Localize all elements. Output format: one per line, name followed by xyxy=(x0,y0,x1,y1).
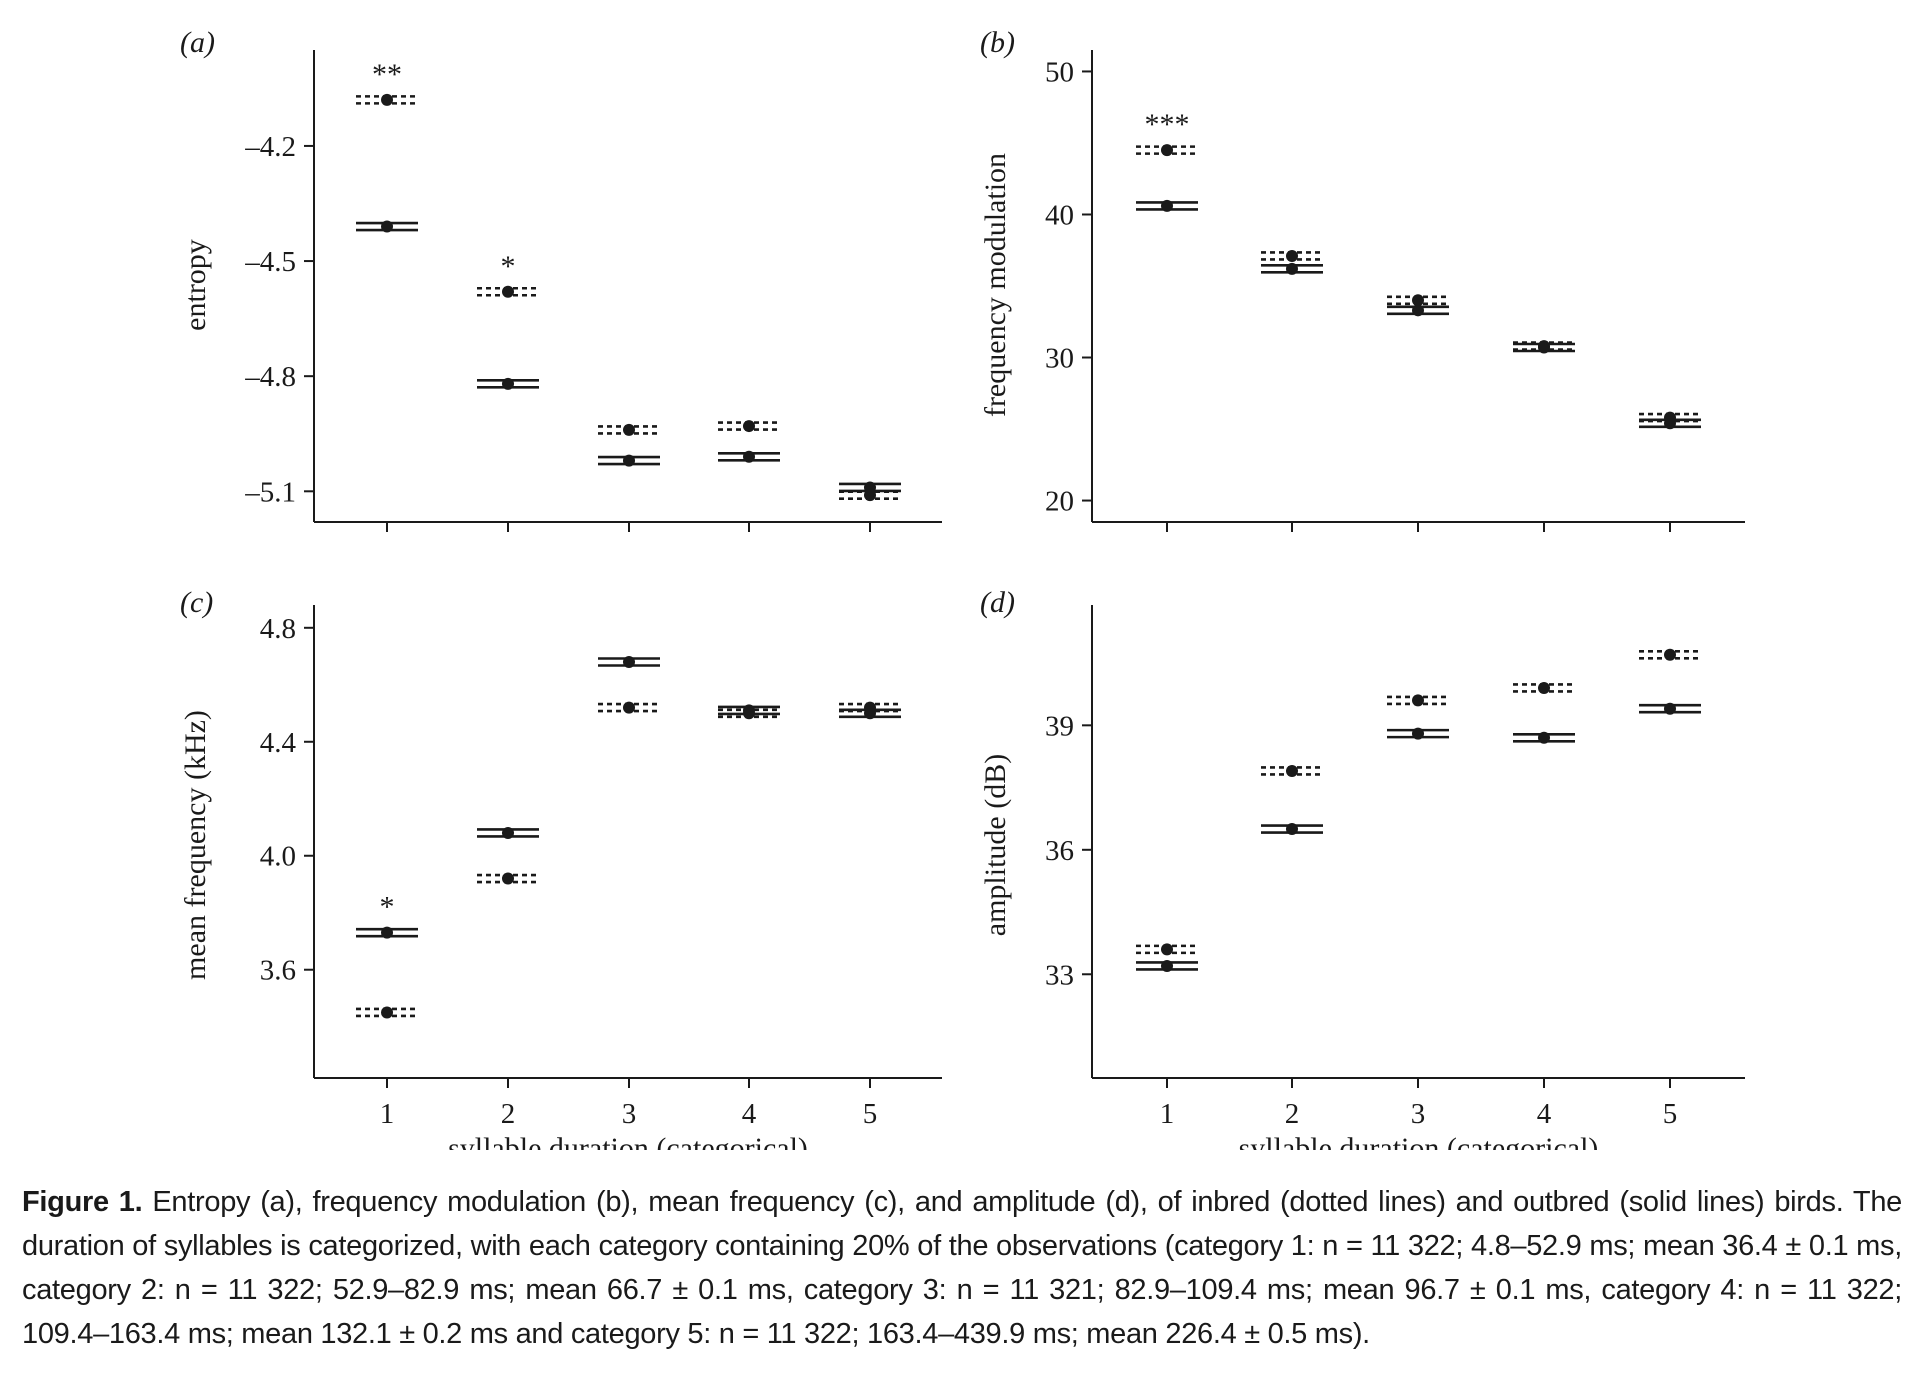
inbred-point xyxy=(623,423,635,436)
x-axis-label: syllable duration (categorical) xyxy=(1239,1132,1599,1150)
x-tick-label: 1 xyxy=(1160,1098,1175,1130)
y-tick-label: 4.0 xyxy=(260,841,296,873)
outbred-point xyxy=(623,454,635,467)
x-tick-label: 3 xyxy=(622,1098,637,1130)
x-tick-label: 2 xyxy=(501,1098,516,1130)
inbred-point xyxy=(1664,648,1676,661)
y-tick-label: 50 xyxy=(1045,56,1074,88)
y-tick-label: –4.5 xyxy=(244,246,296,278)
inbred-point xyxy=(1412,694,1424,707)
y-tick-label: 36 xyxy=(1045,835,1074,867)
outbred-point xyxy=(1286,823,1298,836)
x-axis-label: syllable duration (categorical) xyxy=(448,1132,808,1150)
x-tick-label: 4 xyxy=(1537,1098,1552,1130)
y-axis-label: amplitude (dB) xyxy=(979,754,1012,936)
y-tick-label: 33 xyxy=(1045,959,1074,991)
y-axis-label: mean frequency (kHz) xyxy=(179,710,212,980)
inbred-point xyxy=(1286,764,1298,777)
x-tick-label: 3 xyxy=(1411,1098,1426,1130)
inbred-point xyxy=(1161,943,1173,956)
outbred-point xyxy=(1286,262,1298,275)
inbred-point xyxy=(864,701,876,714)
y-tick-label: –4.2 xyxy=(244,131,296,163)
inbred-point xyxy=(743,707,755,720)
inbred-point xyxy=(1664,411,1676,424)
outbred-point xyxy=(743,450,755,463)
x-tick-label: 2 xyxy=(1285,1098,1300,1130)
y-tick-label: –4.8 xyxy=(244,361,296,393)
outbred-point xyxy=(1664,702,1676,715)
outbred-point xyxy=(381,220,393,233)
inbred-point xyxy=(381,1006,393,1019)
outbred-point xyxy=(502,377,514,390)
caption-text: Entropy (a), frequency modulation (b), m… xyxy=(22,1186,1902,1350)
panel-letter: (b) xyxy=(980,26,1015,59)
significance-marker: ** xyxy=(372,58,402,91)
inbred-point xyxy=(1286,249,1298,262)
outbred-point xyxy=(1412,304,1424,317)
outbred-point xyxy=(1412,727,1424,740)
outbred-point xyxy=(502,826,514,839)
figure-1: (a)entropy–4.2–4.5–4.8–5.1***(b)frequenc… xyxy=(179,26,1745,1150)
inbred-point xyxy=(502,872,514,885)
y-tick-label: 4.8 xyxy=(260,613,296,645)
panel-letter: (a) xyxy=(180,26,215,59)
inbred-point xyxy=(1538,340,1550,353)
significance-marker: *** xyxy=(1145,108,1190,141)
y-axis-label: frequency modulation xyxy=(979,153,1012,417)
inbred-point xyxy=(381,93,393,106)
outbred-point xyxy=(381,926,393,939)
outbred-point xyxy=(1161,199,1173,212)
figure-caption: Figure 1. Entropy (a), frequency modulat… xyxy=(22,1180,1902,1356)
inbred-point xyxy=(1538,681,1550,694)
inbred-point xyxy=(1161,144,1173,157)
inbred-point xyxy=(743,420,755,433)
significance-marker: * xyxy=(380,891,395,924)
y-tick-label: 40 xyxy=(1045,199,1074,231)
inbred-point xyxy=(864,489,876,502)
panel-letter: (d) xyxy=(980,586,1015,619)
x-tick-label: 5 xyxy=(1663,1098,1678,1130)
y-tick-label: 4.4 xyxy=(260,727,297,759)
x-tick-label: 1 xyxy=(380,1098,395,1130)
panel-letter: (c) xyxy=(180,586,213,619)
y-tick-label: 30 xyxy=(1045,343,1074,375)
outbred-point xyxy=(623,655,635,668)
y-tick-label: 39 xyxy=(1045,710,1074,742)
y-tick-label: –5.1 xyxy=(244,476,296,508)
outbred-point xyxy=(1538,731,1550,744)
inbred-point xyxy=(502,285,514,298)
outbred-point xyxy=(1161,959,1173,972)
y-tick-label: 3.6 xyxy=(260,955,296,987)
x-tick-label: 5 xyxy=(863,1098,878,1130)
y-axis-label: entropy xyxy=(179,239,212,331)
x-tick-label: 4 xyxy=(742,1098,757,1130)
inbred-point xyxy=(623,701,635,714)
caption-label: Figure 1. xyxy=(22,1186,143,1218)
significance-marker: * xyxy=(501,250,516,283)
y-tick-label: 20 xyxy=(1045,486,1074,518)
inbred-point xyxy=(1412,294,1424,307)
